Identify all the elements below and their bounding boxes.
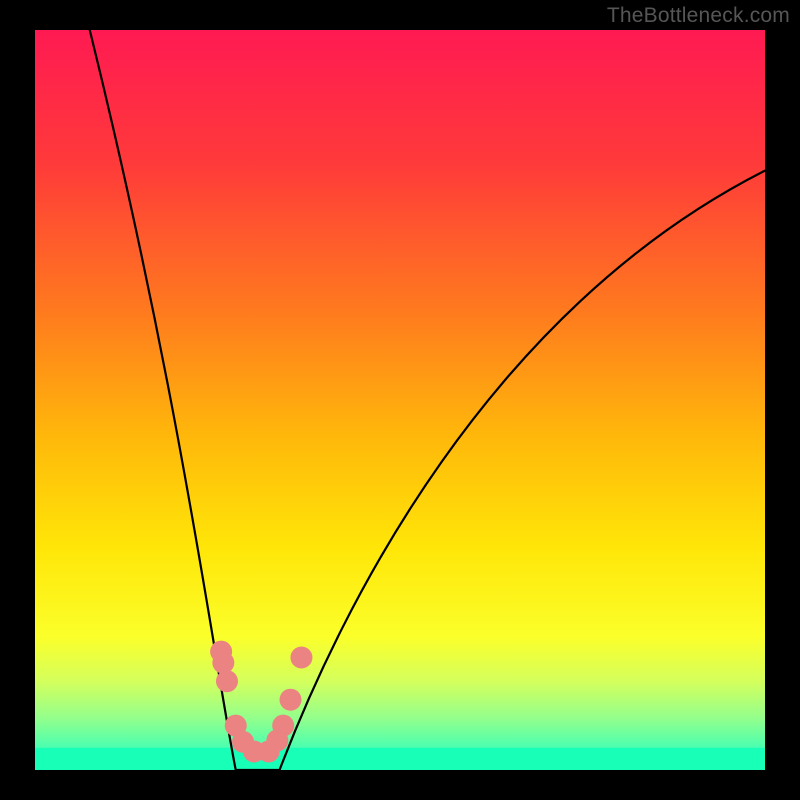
data-marker: [216, 670, 238, 692]
baseline-band: [35, 748, 765, 770]
data-marker: [272, 715, 294, 737]
data-marker: [212, 652, 234, 674]
watermark-text: TheBottleneck.com: [607, 4, 790, 28]
data-marker: [280, 689, 302, 711]
bottleneck-curve-chart: [0, 0, 800, 800]
chart-frame: TheBottleneck.com: [0, 0, 800, 800]
gradient-background: [35, 30, 765, 770]
data-marker: [290, 647, 312, 669]
